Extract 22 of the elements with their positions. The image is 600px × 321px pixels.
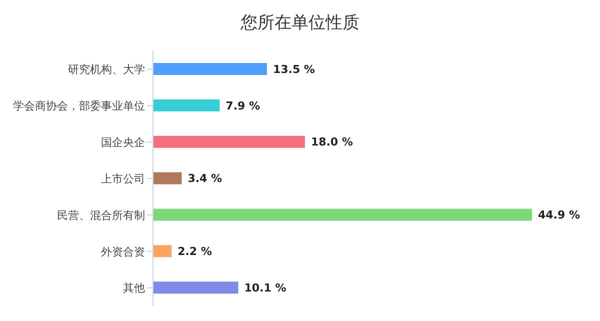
y-tick-label: 上市公司 bbox=[101, 172, 145, 186]
bar bbox=[153, 172, 182, 184]
y-tick-label: 国企央企 bbox=[101, 136, 145, 149]
y-tick-label: 外资合资 bbox=[101, 245, 145, 258]
data-label: 18.0 % bbox=[310, 136, 353, 149]
y-tick-label: 学会商协会，部委事业单位 bbox=[13, 100, 145, 113]
data-label: 2.2 % bbox=[178, 244, 212, 258]
y-tick-label: 民营、混合所有制 bbox=[57, 208, 145, 222]
y-tick-label: 研究机构、大学 bbox=[68, 63, 145, 76]
data-label: 7.9 % bbox=[226, 99, 260, 112]
data-label: 44.9 % bbox=[538, 208, 580, 222]
bar bbox=[153, 99, 220, 112]
bar bbox=[153, 136, 305, 148]
bar bbox=[153, 245, 172, 258]
y-tick-label: 其他 bbox=[123, 282, 145, 295]
bar bbox=[153, 208, 532, 221]
data-label: 10.1 % bbox=[244, 281, 286, 294]
bar bbox=[153, 282, 238, 294]
data-label: 13.5 % bbox=[272, 62, 315, 76]
bar bbox=[153, 63, 267, 75]
data-label: 3.4 % bbox=[188, 172, 222, 186]
chart-title: 您所在单位性质 bbox=[240, 12, 360, 35]
